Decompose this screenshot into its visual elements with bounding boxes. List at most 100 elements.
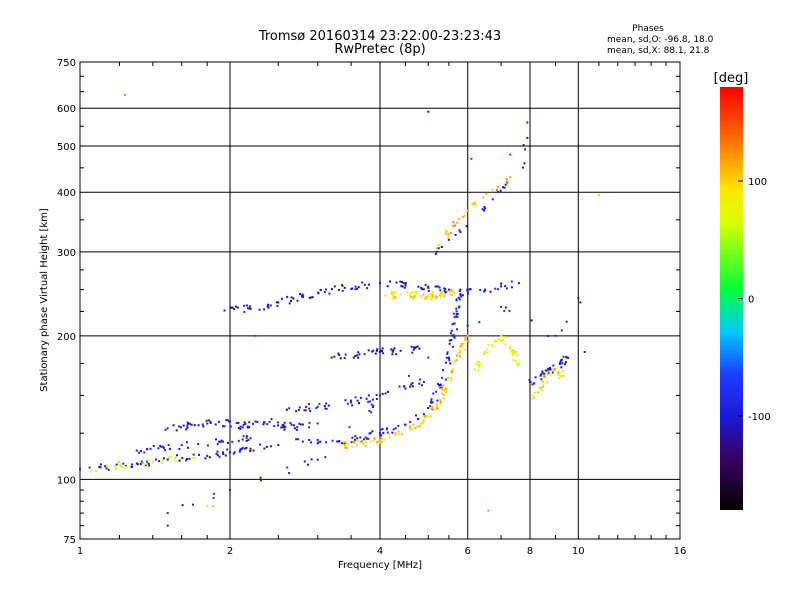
data-point — [206, 444, 209, 447]
data-point — [442, 397, 445, 400]
data-point — [481, 208, 484, 211]
data-point — [539, 374, 542, 377]
data-point — [408, 293, 411, 296]
data-point — [390, 291, 393, 293]
data-point — [348, 426, 351, 429]
data-point — [379, 351, 381, 353]
data-point — [162, 457, 165, 460]
data-point — [427, 356, 430, 359]
y-tick-label: 400 — [57, 188, 76, 199]
data-point — [266, 305, 269, 308]
data-point — [224, 454, 227, 457]
data-point — [125, 465, 128, 468]
data-point — [432, 392, 435, 395]
data-point — [430, 400, 433, 403]
data-point — [245, 447, 248, 449]
data-point — [379, 438, 381, 441]
data-point — [565, 361, 567, 364]
data-point — [259, 443, 262, 446]
data-point — [425, 295, 428, 298]
data-point — [263, 308, 266, 311]
data-point — [247, 426, 249, 429]
data-point — [401, 281, 403, 283]
data-point — [394, 427, 397, 430]
data-point — [458, 305, 461, 308]
data-point — [166, 427, 169, 430]
data-point — [217, 440, 220, 443]
data-point — [237, 439, 240, 442]
data-point — [266, 423, 269, 426]
data-point — [462, 215, 465, 218]
data-point — [416, 345, 419, 348]
data-point — [500, 305, 503, 308]
colorbar — [720, 87, 743, 510]
data-point — [343, 286, 346, 289]
data-point — [232, 452, 235, 455]
data-point — [466, 290, 469, 293]
data-point — [411, 385, 414, 388]
data-point — [121, 465, 124, 468]
x-tick-label: 4 — [377, 546, 383, 557]
data-point — [443, 389, 446, 392]
data-point — [135, 462, 138, 465]
data-point — [456, 328, 458, 331]
data-point — [350, 401, 353, 404]
data-point — [517, 362, 520, 365]
data-point — [549, 373, 552, 376]
data-point — [459, 288, 462, 291]
data-point — [427, 407, 430, 409]
data-point — [483, 206, 486, 208]
data-point — [473, 368, 476, 371]
data-point — [458, 290, 461, 292]
data-point — [304, 409, 307, 412]
data-point — [455, 307, 458, 310]
data-point — [444, 361, 447, 364]
data-point — [466, 334, 469, 337]
data-point — [214, 423, 217, 426]
data-point — [435, 296, 438, 299]
data-point — [494, 287, 497, 290]
data-point — [367, 283, 370, 286]
data-point — [418, 425, 421, 427]
data-point — [447, 377, 450, 380]
data-point — [530, 319, 533, 322]
data-point — [522, 144, 525, 147]
data-point — [180, 444, 183, 447]
data-point — [241, 446, 244, 449]
data-point — [341, 289, 344, 292]
data-point — [450, 288, 452, 291]
data-point — [290, 296, 293, 299]
data-point — [295, 429, 298, 431]
data-point — [296, 426, 299, 429]
data-point — [208, 456, 211, 459]
data-point — [239, 427, 242, 430]
data-point — [178, 447, 181, 450]
data-point — [426, 415, 429, 418]
data-point — [295, 410, 298, 413]
data-point — [359, 436, 362, 439]
data-point — [562, 355, 565, 358]
data-point — [441, 376, 444, 379]
data-point — [368, 409, 371, 412]
data-point — [450, 377, 453, 380]
data-point — [440, 386, 443, 389]
data-point — [158, 460, 161, 463]
data-point — [357, 286, 360, 289]
data-point — [333, 285, 336, 288]
y-tick-label: 600 — [57, 104, 76, 115]
data-point — [412, 296, 415, 299]
data-point — [413, 347, 416, 350]
data-point — [410, 345, 413, 348]
data-point — [333, 355, 336, 358]
data-point — [173, 459, 176, 462]
data-point — [463, 214, 466, 217]
data-point — [235, 305, 237, 308]
data-point — [373, 437, 376, 440]
data-point — [451, 224, 454, 227]
data-point — [451, 323, 454, 326]
data-point — [431, 291, 434, 294]
data-point — [439, 400, 442, 403]
data-point — [379, 394, 381, 397]
data-point — [222, 451, 224, 454]
data-point — [138, 451, 141, 454]
